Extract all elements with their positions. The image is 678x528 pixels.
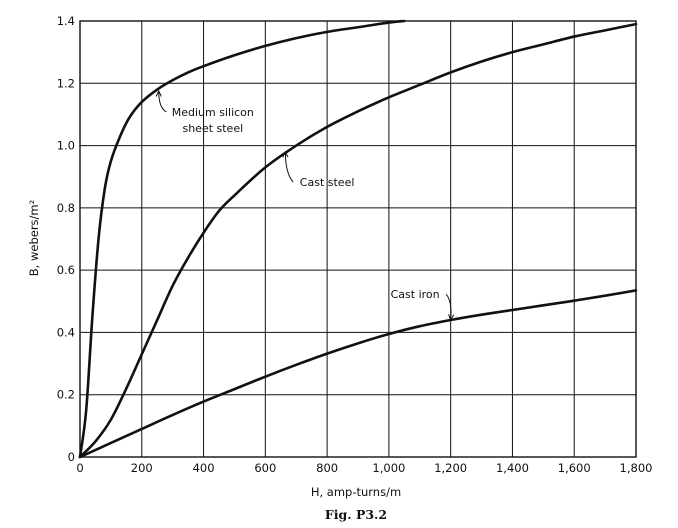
y-tick-label: 0.2 (57, 388, 75, 402)
annotation-arrowhead (155, 89, 162, 97)
grid (79, 20, 637, 458)
series-line-cast-steel (78, 22, 638, 459)
x-tick-label: 1,000 (372, 461, 405, 475)
annotation-arrowhead (282, 150, 289, 158)
y-tick-label: 0 (68, 450, 75, 464)
y-tick-label: 1.2 (57, 76, 75, 90)
x-tick-label: 1,800 (620, 461, 653, 475)
x-tick-label: 400 (193, 461, 215, 475)
annotation-cast-iron: Cast iron (391, 288, 455, 322)
x-tick-label: 1,400 (496, 461, 529, 475)
annotation-arrowhead (448, 314, 455, 322)
x-axis-label: H, amp-turns/m (311, 485, 401, 499)
x-tick-label: 0 (76, 461, 83, 475)
x-tick-label: 600 (254, 461, 276, 475)
plot-frame (79, 20, 637, 458)
y-axis-label: B, webers/m² (27, 200, 41, 276)
y-tick-label: 0.4 (57, 325, 75, 339)
figure-caption: Fig. P3.2 (325, 507, 387, 522)
annotation-leader (445, 293, 452, 321)
x-tick-label: 800 (316, 461, 338, 475)
series-line-cast-iron (78, 289, 638, 459)
tick-labels: 0 200 400 600 800 1,000 1,200 1,400 1,600 1,800 0 0… (57, 14, 653, 475)
annotation-cast-steel: Cast steel (282, 150, 355, 189)
annotation-medium-silicon-sheet-steel: Medium silicon sheet steel (155, 89, 254, 135)
x-tick-label: 1,200 (434, 461, 467, 475)
annotation-leader (158, 91, 167, 113)
annotations: Medium silicon sheet steel Cast steel Cast … (155, 89, 455, 322)
annotation-leader (284, 151, 294, 183)
annotation-label: Medium silicon (172, 106, 254, 119)
annotation-label: Cast iron (391, 288, 440, 301)
y-tick-label: 0.6 (57, 263, 75, 277)
annotation-label: sheet steel (182, 122, 243, 135)
series-line-medium-silicon-sheet-steel (78, 19, 406, 459)
x-tick-label: 200 (131, 461, 153, 475)
y-tick-label: 0.8 (57, 201, 75, 215)
y-tick-label: 1.4 (57, 14, 75, 28)
series-lines (78, 19, 638, 459)
x-tick-label: 1,600 (558, 461, 591, 475)
annotation-label: Cast steel (300, 176, 355, 189)
y-tick-label: 1.0 (57, 139, 75, 153)
